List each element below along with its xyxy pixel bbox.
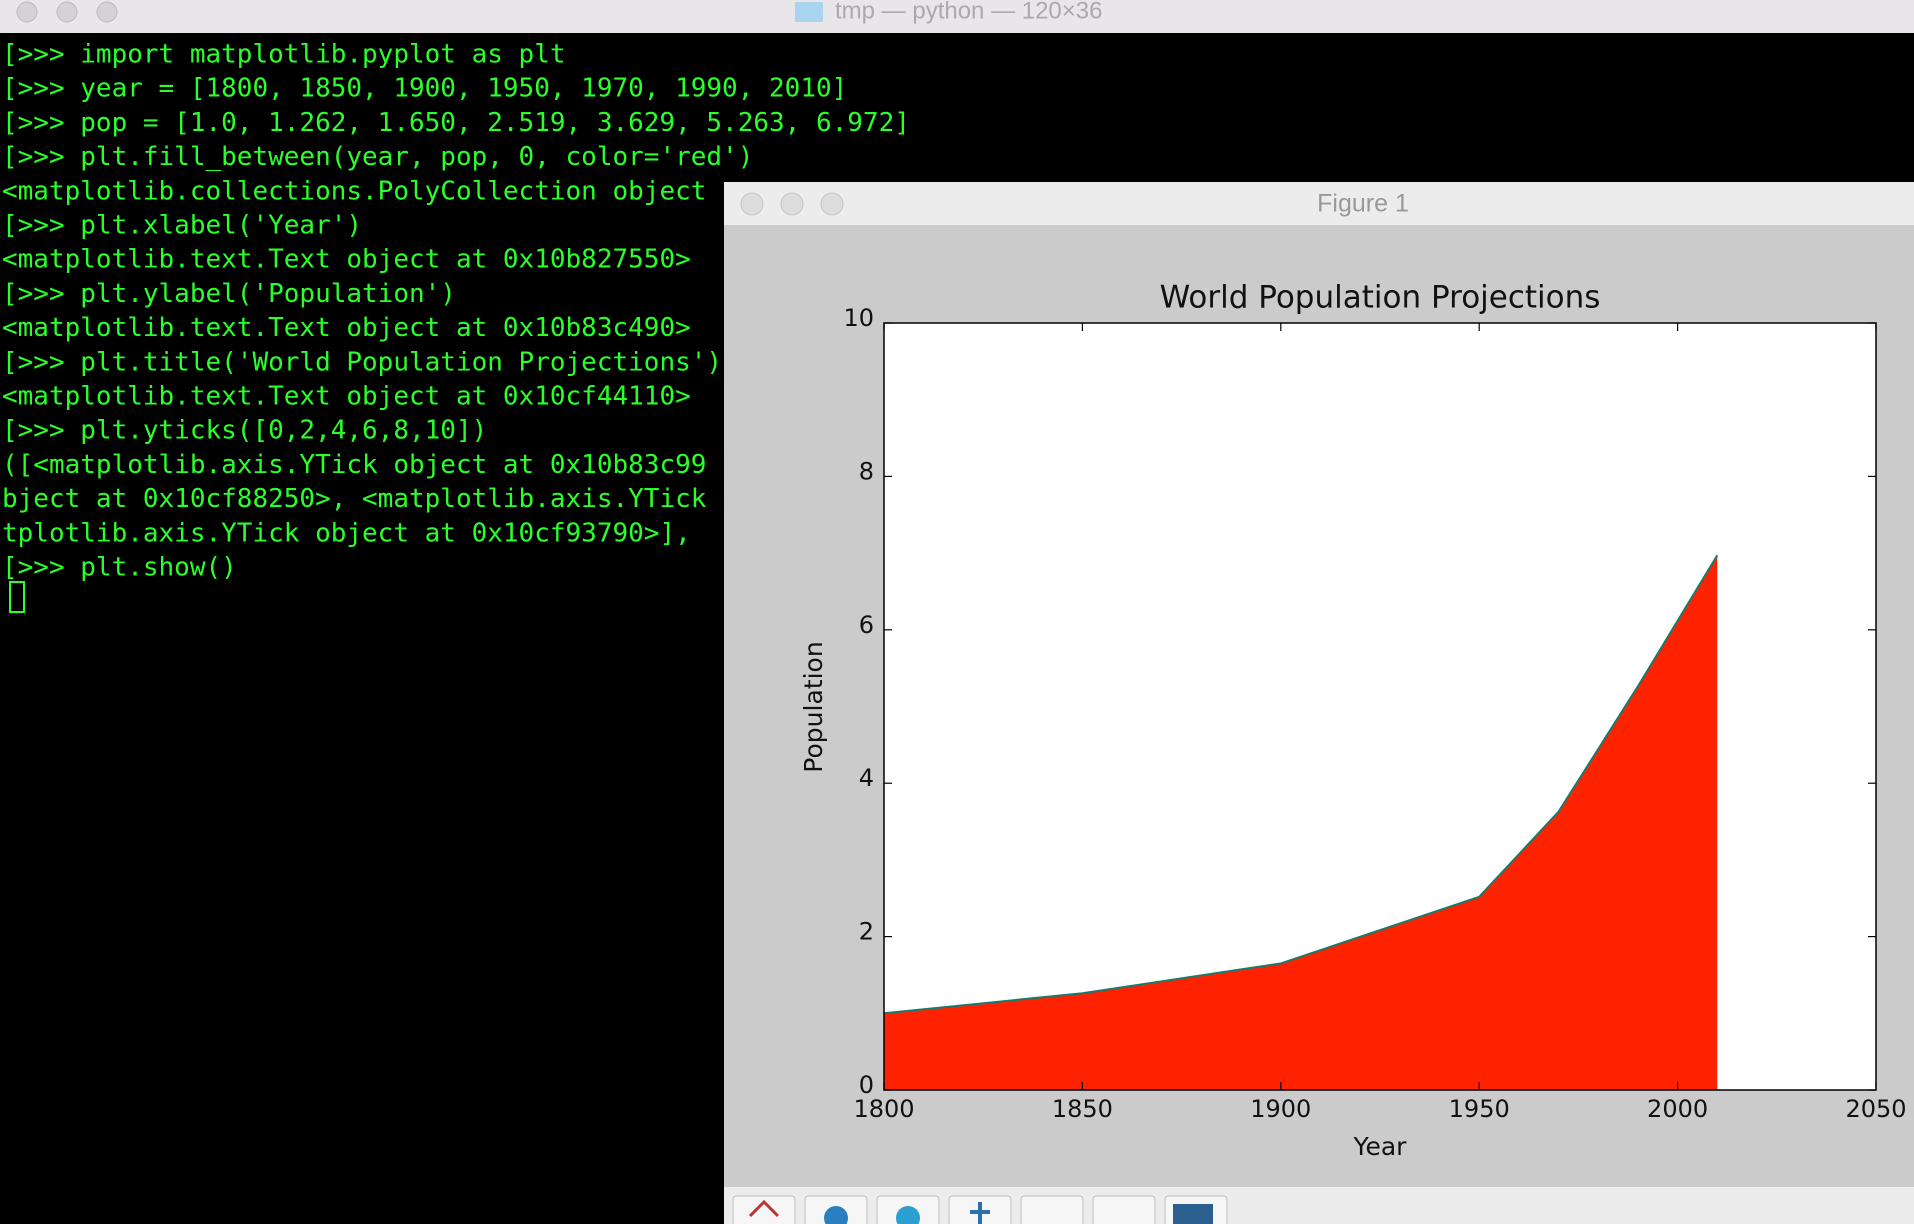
y-tick-label: 8 — [859, 457, 874, 485]
back-icon — [824, 1206, 848, 1224]
terminal-line: [>>> pop = [1.0, 1.262, 1.650, 2.519, 3.… — [2, 108, 910, 138]
terminal-line: tplotlib.axis.YTick object at 0x10cf9379… — [2, 518, 691, 548]
y-tick-label: 2 — [859, 918, 874, 946]
area — [884, 555, 1718, 1090]
zoom-tool-button[interactable] — [1020, 1195, 1084, 1224]
figure-titlebar — [724, 182, 1914, 225]
y-tick-label: 0 — [859, 1071, 874, 1099]
terminal-line: bject at 0x10cf88250>, <matplotlib.axis.… — [2, 484, 707, 514]
toolbar-buttons — [732, 1195, 1228, 1224]
terminal-line: <matplotlib.text.Text object at 0x10b83c… — [2, 313, 691, 343]
terminal-line: <matplotlib.text.Text object at 0x10b827… — [2, 245, 691, 275]
zoom-button[interactable] — [820, 192, 844, 216]
x-tick-label: 1900 — [1250, 1095, 1311, 1123]
terminal-titlebar — [0, 0, 1914, 33]
x-tick-label: 2050 — [1845, 1095, 1906, 1123]
terminal-line: <matplotlib.text.Text object at 0x10cf44… — [2, 382, 691, 412]
terminal-line: [>>> plt.xlabel('Year') — [2, 211, 362, 241]
terminal-line: [>>> year = [1800, 1850, 1900, 1950, 197… — [2, 74, 847, 104]
area-edge — [883, 554, 1719, 1015]
x-tick-label: 2000 — [1647, 1095, 1708, 1123]
terminal-output: [>>> import matplotlib.pyplot as plt [>>>… — [2, 40, 910, 583]
forward-icon — [896, 1206, 920, 1224]
x-tick-label: 1800 — [853, 1095, 914, 1123]
x-tick-label: 1950 — [1449, 1095, 1510, 1123]
y-tick-label: 6 — [859, 611, 874, 639]
x-axis-label: Year — [1353, 1132, 1408, 1161]
chart-title: World Population Projections — [1160, 280, 1601, 316]
plot: World Population Projections Year Popula… — [799, 280, 1907, 1162]
terminal-line: [>>> plt.title('World Population Project… — [2, 347, 722, 377]
terminal-line: [>>> plt.show() — [2, 553, 237, 583]
y-axis-label: Population — [799, 641, 828, 772]
zoom-button[interactable] — [96, 1, 118, 23]
terminal-line: [>>> import matplotlib.pyplot as plt — [2, 40, 566, 70]
pan-icon — [970, 1202, 990, 1224]
terminal-line: [>>> plt.fill_between(year, pop, 0, colo… — [2, 142, 753, 172]
axes-frame — [883, 322, 1877, 1091]
home-button[interactable] — [732, 1195, 796, 1224]
close-button[interactable] — [16, 1, 38, 23]
terminal-line: [>>> plt.ylabel('Population') — [2, 279, 456, 309]
terminal-line: [>>> plt.yticks([0,2,4,6,8,10]) — [2, 416, 487, 446]
close-button[interactable] — [740, 192, 764, 216]
y-tick-label: 10 — [843, 304, 874, 332]
folder-icon — [795, 2, 823, 22]
figure-window: Figure 1 World Population Projections Ye… — [724, 182, 1914, 1224]
terminal-line: <matplotlib.collections.PolyCollection o… — [2, 176, 706, 206]
minimize-button[interactable] — [780, 192, 804, 216]
minimize-button[interactable] — [56, 1, 78, 23]
save-icon — [1173, 1204, 1213, 1224]
terminal-title: tmp — python — 120×36 — [835, 0, 1103, 24]
home-icon — [748, 1199, 780, 1218]
subplots-button[interactable] — [1092, 1195, 1156, 1224]
y-tick-label: 4 — [859, 764, 874, 792]
cursor — [9, 581, 25, 613]
figure-title: Figure 1 — [1317, 190, 1409, 218]
x-tick-label: 1850 — [1052, 1095, 1113, 1123]
terminal-line: ([<matplotlib.axis.YTick object at 0x10b… — [2, 450, 706, 480]
